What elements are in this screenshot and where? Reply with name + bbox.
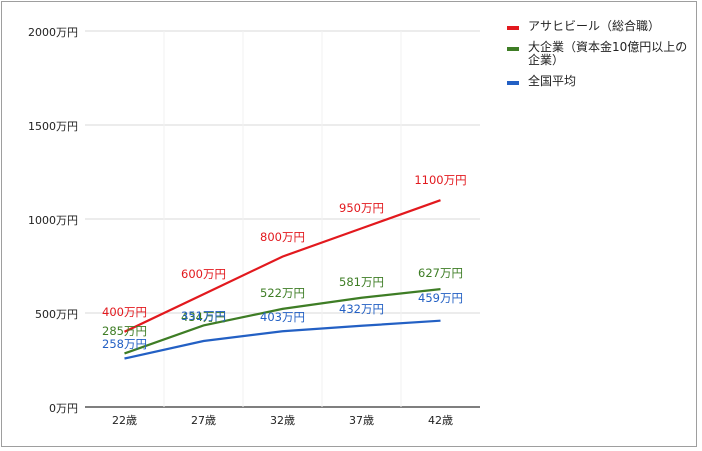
data-label: 432万円 (339, 301, 384, 316)
series-line (124, 319, 441, 360)
x-tick-label: 37歳 (349, 414, 374, 427)
data-label: 950万円 (339, 201, 384, 216)
data-label: 800万円 (260, 229, 305, 244)
legend-label: アサヒビール（総合職） (528, 19, 661, 33)
x-tick-label: 32歳 (270, 414, 295, 427)
x-tick-label: 22歳 (112, 414, 137, 427)
data-label: 403万円 (260, 310, 305, 325)
legend-label: 大企業（資本金10億円以上の企業） (528, 40, 688, 67)
series-line (124, 288, 441, 355)
data-label: 1100万円 (414, 173, 467, 188)
legend-item-large-company[interactable]: 大企業（資本金10億円以上の企業） (507, 41, 692, 67)
data-label: 522万円 (260, 285, 305, 300)
y-tick-label: 1500万円 (28, 120, 78, 133)
legend-item-asahi[interactable]: アサヒビール（総合職） (507, 20, 692, 33)
data-label: 400万円 (102, 304, 147, 319)
data-label: 285万円 (102, 324, 147, 339)
data-label: 434万円 (181, 310, 226, 325)
x-tick-label: 27歳 (191, 414, 216, 427)
y-tick-label: 1000万円 (28, 214, 78, 227)
series-line (124, 199, 441, 333)
legend-label: 全国平均 (528, 74, 577, 88)
legend: アサヒビール（総合職） 大企業（資本金10億円以上の企業） 全国平均 (507, 20, 692, 96)
data-label: 600万円 (181, 267, 226, 282)
data-label: 627万円 (418, 266, 463, 281)
y-tick-label: 2000万円 (28, 26, 78, 39)
y-tick-label: 0万円 (49, 402, 78, 415)
legend-swatch-icon (507, 81, 519, 85)
legend-swatch-icon (507, 26, 519, 30)
legend-swatch-icon (507, 47, 519, 51)
x-tick-label: 42歳 (428, 414, 453, 427)
y-tick-label: 500万円 (35, 308, 78, 321)
data-label: 581万円 (339, 274, 384, 289)
data-label: 351万円 (181, 309, 226, 323)
data-label: 258万円 (102, 337, 147, 352)
legend-item-national-average[interactable]: 全国平均 (507, 75, 692, 88)
data-label: 459万円 (418, 290, 463, 305)
